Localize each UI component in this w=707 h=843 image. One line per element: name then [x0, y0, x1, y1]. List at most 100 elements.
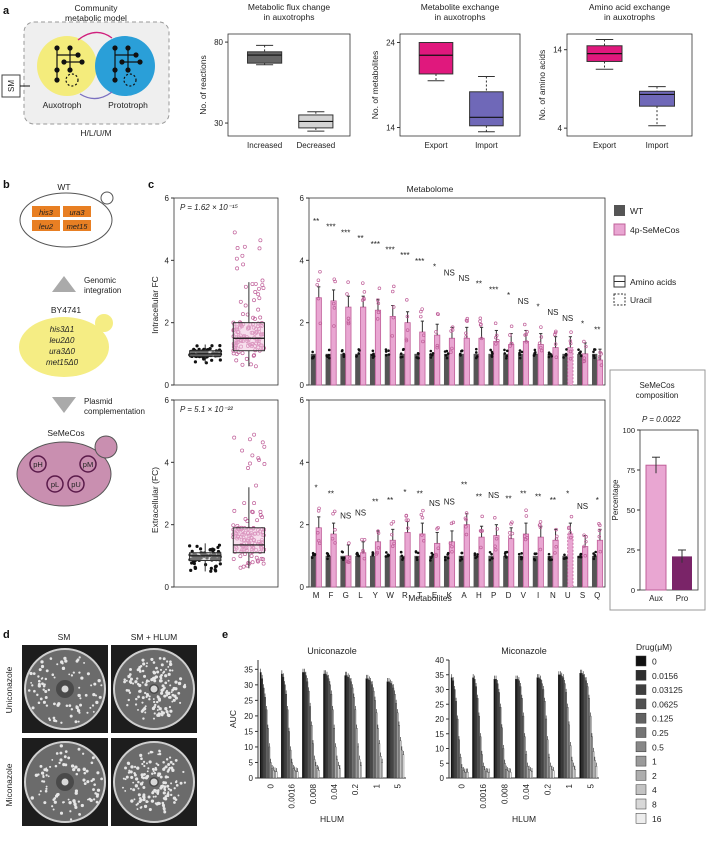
data-point-semecos: [464, 331, 468, 335]
auc-bar: [371, 684, 374, 779]
auc-bar: [515, 679, 517, 779]
data-point: [189, 568, 193, 572]
auc-bar: [372, 690, 375, 779]
colony: [152, 769, 155, 773]
data-point: [216, 545, 220, 550]
data-point-wt: [384, 350, 388, 353]
colony: [79, 697, 82, 700]
data-point-semecos: [449, 329, 453, 333]
colony: [129, 677, 134, 681]
auc-bar: [388, 681, 390, 779]
bar-semecos-R: [404, 532, 411, 588]
drug-disk: [61, 778, 69, 786]
wt-label: WT: [57, 182, 70, 192]
bar-wt-U: [562, 353, 568, 385]
colony: [130, 765, 134, 769]
drug-legend-swatch: [635, 698, 647, 710]
bar-wt-A: [458, 555, 465, 587]
data-point-semecos: [316, 531, 320, 535]
data-point: [262, 444, 267, 449]
legend-wt: WT: [630, 206, 643, 216]
colony: [145, 680, 148, 684]
auc-bar: [264, 697, 266, 779]
auc-bar: [562, 677, 565, 779]
colony: [179, 677, 183, 681]
data-point-semecos: [346, 560, 351, 565]
panel-label-b: b: [3, 179, 10, 191]
colony: [96, 788, 101, 792]
y-tick-label: 0: [440, 774, 445, 783]
auc-bar: [502, 748, 505, 779]
significance-label: **: [387, 496, 393, 505]
colony: [169, 684, 172, 687]
strain-construction-diagram: WT his3 ura3 leu2 met15 Genomic integrat…: [16, 182, 145, 507]
data-point-wt: [327, 348, 331, 352]
bar-wt-N: [547, 555, 553, 587]
data-point-semecos: [391, 305, 396, 309]
data-point-semecos: [553, 332, 557, 337]
colony: [92, 693, 96, 697]
data-point-wt: [431, 351, 435, 355]
auc-bar: [519, 686, 522, 779]
drug-legend-title: Drug(μM): [636, 642, 672, 652]
data-point-semecos: [464, 532, 469, 537]
data-point-semecos: [333, 528, 337, 532]
auc-bar: [475, 686, 477, 779]
data-point-wt: [592, 552, 595, 555]
colony: [92, 798, 96, 801]
data-point-semecos: [567, 526, 571, 531]
auc-bar: [398, 725, 400, 779]
colony: [130, 787, 132, 790]
data-point: [253, 364, 258, 369]
auc-bar: [496, 683, 499, 779]
data-point: [193, 565, 197, 569]
auc-bar: [482, 766, 485, 779]
bar-wt-F: [325, 353, 331, 385]
data-point-wt: [547, 355, 551, 359]
data-point: [257, 296, 262, 301]
prototroph-network-icon: [112, 45, 143, 87]
auc-bar: [516, 679, 519, 779]
composition-title-2: composition: [636, 391, 679, 400]
data-point-wt: [415, 356, 419, 359]
data-point: [232, 508, 237, 513]
data-point-semecos: [346, 320, 351, 324]
data-point: [241, 312, 245, 317]
data-point-wt: [326, 557, 329, 561]
auc-bar: [571, 760, 573, 779]
colony: [78, 656, 81, 659]
data-point-wt: [310, 556, 314, 560]
data-point-semecos: [599, 363, 604, 367]
data-point-semecos: [569, 514, 574, 519]
data-point: [214, 569, 218, 573]
significance-label: NS: [547, 308, 558, 317]
bar-wt-L: [355, 353, 361, 385]
colony: [169, 709, 173, 713]
colony: [152, 671, 157, 675]
plasmid-ph: pH: [33, 460, 43, 469]
auc-bar: [358, 759, 361, 779]
colony: [158, 752, 162, 756]
data-point: [242, 501, 247, 505]
x-tick-label: 1: [565, 783, 574, 788]
drug-legend-label: 0.0156: [652, 671, 678, 681]
y-tick-label: 15: [435, 730, 444, 739]
colony: [141, 776, 144, 779]
data-point-wt: [446, 352, 450, 355]
auc-bar: [259, 672, 262, 779]
x-tick-label: K: [447, 591, 453, 600]
bar-semecos-M: [315, 527, 322, 588]
data-point-semecos: [524, 339, 529, 344]
data-point-wt: [550, 354, 554, 358]
data-point: [250, 282, 255, 287]
y-tick-label: 4: [165, 256, 170, 265]
colony: [154, 703, 157, 707]
colony: [148, 807, 152, 812]
data-point-semecos: [316, 278, 321, 282]
composition-title-1: SeMeCos: [639, 381, 674, 390]
data-point-semecos: [420, 533, 424, 537]
colony: [143, 674, 147, 678]
data-point-wt: [490, 552, 493, 556]
auc-bar: [386, 681, 389, 779]
deletion-ura3: ura3Δ0: [49, 347, 75, 356]
